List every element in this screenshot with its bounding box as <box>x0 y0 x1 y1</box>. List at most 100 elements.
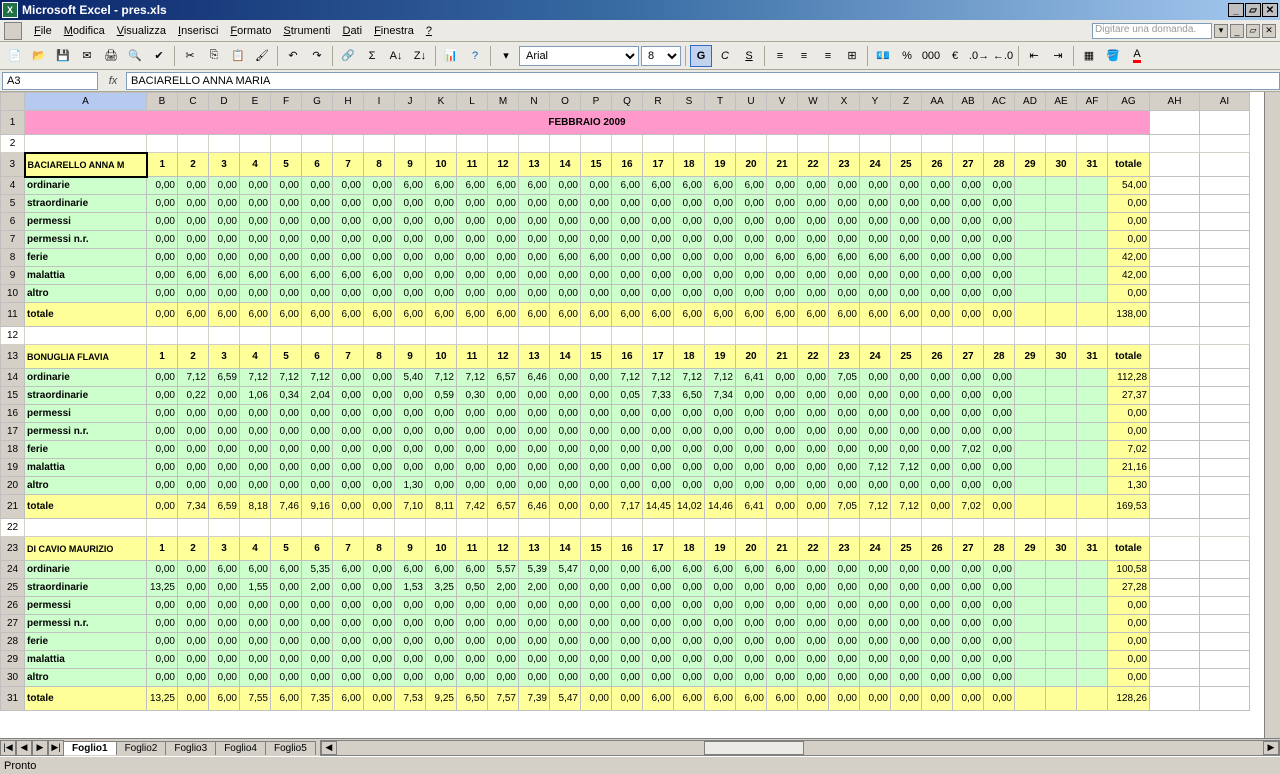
data-cell[interactable]: 0,00 <box>798 579 829 597</box>
data-cell[interactable]: 0,00 <box>767 177 798 195</box>
data-cell[interactable] <box>1077 267 1108 285</box>
data-cell[interactable]: 0,00 <box>984 669 1015 687</box>
data-cell[interactable]: 6,00 <box>302 267 333 285</box>
data-cell[interactable] <box>1046 669 1077 687</box>
data-cell[interactable]: 0,00 <box>271 405 302 423</box>
data-cell[interactable]: 6,41 <box>736 369 767 387</box>
data-cell[interactable]: 0,00 <box>581 579 612 597</box>
menu-dati[interactable]: Dati <box>336 23 368 39</box>
col-total[interactable] <box>1077 495 1108 519</box>
data-cell[interactable]: 0,00 <box>736 441 767 459</box>
data-cell[interactable]: 0,00 <box>147 459 178 477</box>
data-cell[interactable]: 0,00 <box>581 651 612 669</box>
font-size-select[interactable]: 8 <box>641 46 681 66</box>
data-cell[interactable]: 0,00 <box>984 441 1015 459</box>
data-cell[interactable]: 0,00 <box>364 579 395 597</box>
col-total[interactable]: 6,00 <box>829 303 860 327</box>
data-cell[interactable]: 0,00 <box>302 597 333 615</box>
col-total[interactable]: 0,00 <box>364 495 395 519</box>
borders-icon[interactable]: ▦ <box>1078 45 1100 67</box>
data-cell[interactable]: 0,00 <box>302 405 333 423</box>
col-header-S[interactable]: S <box>674 93 705 111</box>
col-total[interactable]: 0,00 <box>984 303 1015 327</box>
hyperlink-icon[interactable]: 🔗 <box>337 45 359 67</box>
data-cell[interactable]: 0,00 <box>674 459 705 477</box>
row-label[interactable]: ordinarie <box>25 561 147 579</box>
data-cell[interactable]: 0,00 <box>550 669 581 687</box>
data-cell[interactable] <box>1015 369 1046 387</box>
undo-icon[interactable]: ↶ <box>282 45 304 67</box>
data-cell[interactable]: 0,00 <box>860 405 891 423</box>
data-cell[interactable]: 0,00 <box>798 369 829 387</box>
data-cell[interactable]: 0,00 <box>953 405 984 423</box>
formula-input[interactable]: BACIARELLO ANNA MARIA <box>126 72 1280 90</box>
col-total[interactable]: 8,11 <box>426 495 457 519</box>
data-cell[interactable]: 0,00 <box>953 633 984 651</box>
data-cell[interactable]: 0,00 <box>984 477 1015 495</box>
data-cell[interactable]: 0,00 <box>240 669 271 687</box>
menu-visualizza[interactable]: Visualizza <box>111 23 172 39</box>
data-cell[interactable]: 0,00 <box>364 651 395 669</box>
col-total[interactable] <box>1015 303 1046 327</box>
increase-decimal-icon[interactable]: .0→ <box>968 45 990 67</box>
row-total[interactable]: 27,37 <box>1108 387 1150 405</box>
data-cell[interactable]: 0,00 <box>984 231 1015 249</box>
col-total[interactable]: 0,00 <box>891 687 922 711</box>
help-dropdown-icon[interactable]: ▾ <box>1214 24 1228 38</box>
data-cell[interactable]: 0,00 <box>488 195 519 213</box>
employee-name[interactable]: BACIARELLO ANNA M <box>25 153 147 177</box>
col-total[interactable]: 6,00 <box>426 303 457 327</box>
data-cell[interactable]: 0,00 <box>612 231 643 249</box>
data-cell[interactable]: 7,12 <box>178 369 209 387</box>
tab-prev-icon[interactable]: ◀ <box>16 740 32 756</box>
data-cell[interactable]: 0,00 <box>984 651 1015 669</box>
data-cell[interactable]: 0,00 <box>643 477 674 495</box>
data-cell[interactable]: 0,00 <box>426 213 457 231</box>
data-cell[interactable]: 0,00 <box>333 423 364 441</box>
doc-restore-button[interactable]: ▱ <box>1246 24 1260 38</box>
data-cell[interactable]: 0,00 <box>767 633 798 651</box>
row-total[interactable]: 42,00 <box>1108 267 1150 285</box>
data-cell[interactable]: 0,00 <box>798 231 829 249</box>
data-cell[interactable]: 0,00 <box>705 441 736 459</box>
data-cell[interactable]: 7,02 <box>953 441 984 459</box>
data-cell[interactable]: 6,00 <box>240 267 271 285</box>
merge-center-icon[interactable]: ⊞ <box>841 45 863 67</box>
data-cell[interactable]: 0,00 <box>705 633 736 651</box>
col-total[interactable]: 6,00 <box>643 687 674 711</box>
data-cell[interactable]: 0,00 <box>860 651 891 669</box>
redo-icon[interactable]: ↷ <box>306 45 328 67</box>
chart-icon[interactable]: 📊 <box>440 45 462 67</box>
data-cell[interactable]: 0,00 <box>333 651 364 669</box>
data-cell[interactable]: 0,00 <box>457 195 488 213</box>
data-cell[interactable]: 0,00 <box>240 213 271 231</box>
data-cell[interactable]: 0,00 <box>953 651 984 669</box>
data-cell[interactable] <box>1015 669 1046 687</box>
data-cell[interactable]: 6,00 <box>829 249 860 267</box>
data-cell[interactable]: 0,00 <box>736 459 767 477</box>
data-cell[interactable]: 0,00 <box>488 669 519 687</box>
data-cell[interactable]: 0,00 <box>302 669 333 687</box>
data-cell[interactable]: 0,00 <box>829 561 860 579</box>
data-cell[interactable]: 0,00 <box>829 267 860 285</box>
data-cell[interactable]: 0,00 <box>612 213 643 231</box>
autosum-icon[interactable]: Σ <box>361 45 383 67</box>
data-cell[interactable]: 0,00 <box>705 615 736 633</box>
data-cell[interactable]: 0,00 <box>953 285 984 303</box>
data-cell[interactable]: 0,00 <box>767 195 798 213</box>
data-cell[interactable]: 0,34 <box>271 387 302 405</box>
data-cell[interactable]: 0,00 <box>891 633 922 651</box>
data-cell[interactable]: 0,00 <box>891 477 922 495</box>
data-cell[interactable]: 0,00 <box>519 477 550 495</box>
data-cell[interactable]: 0,00 <box>364 441 395 459</box>
data-cell[interactable] <box>1046 615 1077 633</box>
data-cell[interactable]: 0,00 <box>457 669 488 687</box>
data-cell[interactable]: 1,53 <box>395 579 426 597</box>
data-cell[interactable] <box>1015 561 1046 579</box>
data-cell[interactable]: 0,00 <box>643 249 674 267</box>
data-cell[interactable]: 0,00 <box>426 441 457 459</box>
data-cell[interactable]: 0,00 <box>798 213 829 231</box>
data-cell[interactable]: 0,00 <box>178 615 209 633</box>
data-cell[interactable]: 0,00 <box>240 285 271 303</box>
data-cell[interactable]: 0,00 <box>364 405 395 423</box>
